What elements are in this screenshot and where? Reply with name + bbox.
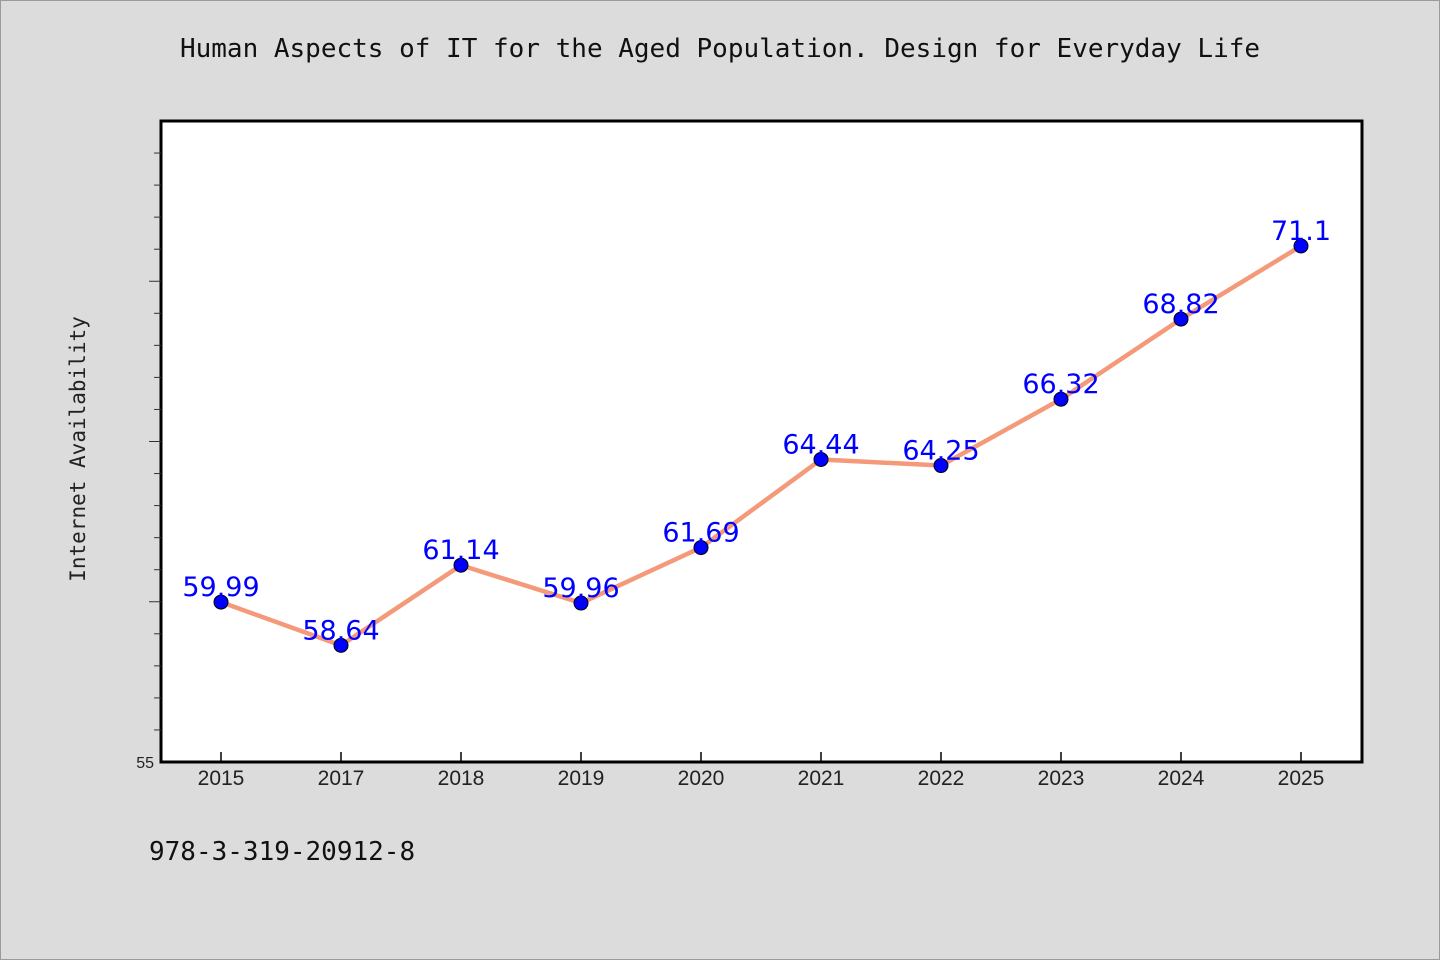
x-tick-label: 2017 — [318, 767, 365, 790]
x-tick-label: 2020 — [678, 767, 725, 790]
data-point-marker — [933, 458, 949, 474]
data-point-marker — [1293, 238, 1309, 254]
data-point-marker — [213, 594, 229, 610]
x-axis-ticks: 2015 2017 2018 2019 2020 2021 2022 2023 2024 2025 — [198, 752, 1325, 790]
data-label: 66.32 — [1022, 369, 1099, 400]
isbn-caption: 978-3-319-20912-8 — [149, 837, 416, 867]
series-group: 59.99 58.64 61.14 59.96 61.69 64.44 64.25 66.32… — [182, 216, 1331, 653]
data-label: 68.82 — [1142, 289, 1219, 320]
data-label: 64.25 — [902, 436, 979, 467]
x-tick-label: 2025 — [1278, 767, 1325, 790]
x-tick-label: 2024 — [1158, 767, 1205, 790]
x-tick-label: 2023 — [1038, 767, 1085, 790]
data-label: 59.99 — [182, 572, 259, 603]
x-tick-label: 2021 — [798, 767, 845, 790]
data-point-marker — [1173, 311, 1189, 327]
x-tick-label: 2019 — [558, 767, 605, 790]
y-tick-label: 55 — [136, 755, 154, 772]
plot-area — [159, 119, 1364, 764]
data-point-marker — [573, 595, 589, 611]
data-point-marker — [813, 451, 829, 467]
series-line — [218, 243, 1304, 648]
x-tick-label: 2018 — [438, 767, 485, 790]
chart-title: Human Aspects of IT for the Aged Populat… — [179, 34, 1261, 64]
data-label: 59.96 — [542, 573, 619, 604]
data-point-marker — [1053, 391, 1069, 407]
y-axis-ticks: 55 — [136, 152, 161, 772]
data-label: 58.64 — [302, 615, 379, 646]
data-label: 64.44 — [782, 429, 859, 460]
x-tick-label: 2015 — [198, 767, 245, 790]
data-label: 61.69 — [662, 518, 739, 549]
data-label: 71.1 — [1271, 216, 1331, 247]
data-point-marker — [333, 637, 349, 653]
data-label: 61.14 — [422, 535, 499, 566]
x-tick-label: 2022 — [918, 767, 965, 790]
data-point-marker — [693, 540, 709, 556]
data-point-marker — [453, 557, 469, 573]
